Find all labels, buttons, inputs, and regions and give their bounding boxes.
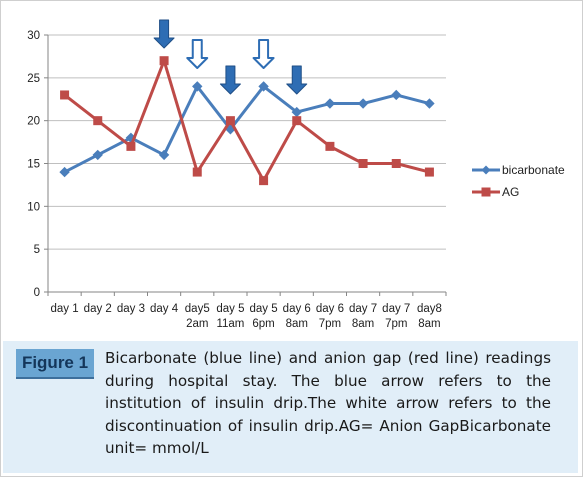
x-tick-label: 8am	[418, 318, 440, 330]
data-point-ag	[225, 116, 235, 126]
x-tick-label: day 5	[216, 303, 244, 315]
insulin-stop-arrow-icon	[186, 39, 209, 69]
legend-label-bicarbonate: bicarbonate	[502, 163, 565, 177]
data-point-ag	[126, 141, 136, 151]
x-tick-label: day 3	[117, 303, 145, 315]
data-point-bicarbonate	[192, 81, 203, 92]
y-tick-label: 5	[34, 244, 40, 256]
x-tick-label: day 4	[150, 303, 179, 315]
x-tick-label: day8	[417, 303, 442, 315]
data-point-bicarbonate	[324, 98, 336, 109]
y-tick-label: 30	[27, 30, 40, 42]
data-point-ag	[159, 56, 169, 66]
data-point-ag	[93, 116, 103, 126]
x-tick-label: 8am	[286, 318, 308, 330]
x-tick-label: day 5	[250, 303, 278, 315]
x-tick-label: day 1	[51, 303, 79, 315]
insulin-stop-arrow-icon	[252, 39, 275, 69]
legend-marker-ag	[481, 187, 491, 197]
data-point-ag	[192, 167, 202, 177]
x-tick-label: day5	[185, 303, 210, 315]
x-tick-label: 11am	[216, 318, 244, 330]
insulin-start-arrow-icon	[286, 65, 308, 95]
data-point-bicarbonate	[92, 149, 103, 161]
legend-label-ag: AG	[502, 185, 519, 199]
x-tick-label: 7pm	[319, 318, 341, 330]
data-point-ag	[292, 116, 302, 126]
y-tick-label: 20	[27, 116, 40, 128]
figure-label: Figure 1	[16, 349, 94, 379]
x-tick-label: day 2	[84, 303, 112, 315]
x-tick-label: 2am	[186, 318, 208, 330]
insulin-start-arrow-icon	[153, 19, 175, 49]
data-point-bicarbonate	[357, 98, 369, 109]
y-tick-label: 25	[27, 73, 40, 85]
insulin-start-arrow-icon	[219, 65, 241, 95]
y-tick-label: 15	[27, 159, 40, 171]
data-point-bicarbonate	[258, 81, 269, 92]
caption-box	[3, 341, 578, 473]
data-point-ag	[424, 167, 434, 177]
data-point-ag	[60, 90, 70, 100]
x-tick-label: day 7	[349, 303, 377, 315]
x-tick-label: 8am	[352, 318, 374, 330]
x-tick-label: day 6	[316, 303, 344, 315]
data-point-bicarbonate	[158, 149, 170, 161]
data-point-ag	[391, 159, 401, 168]
y-tick-label: 10	[27, 201, 40, 213]
data-point-ag	[358, 159, 368, 168]
y-tick-label: 0	[34, 287, 40, 299]
data-point-ag	[325, 141, 335, 151]
x-tick-label: 6pm	[252, 318, 274, 330]
x-tick-label: day 7	[382, 303, 410, 315]
data-point-bicarbonate	[59, 166, 70, 178]
line-chart: 0 5 10 15 20 25 30 day 1 day 2 day 3 day 4 day5 2am d…	[27, 19, 565, 330]
x-tick-label: 7pm	[385, 318, 407, 330]
legend-marker-bicarbonate	[481, 165, 491, 175]
data-point-bicarbonate	[391, 89, 402, 101]
figure-caption: Bicarbonate (blue line) and anion gap (r…	[105, 349, 551, 457]
series-line-bicarbonate	[63, 84, 430, 174]
data-point-ag	[259, 176, 269, 186]
data-point-bicarbonate	[424, 98, 435, 109]
x-tick-label: day 6	[283, 303, 311, 315]
series-line-ag	[63, 59, 430, 183]
